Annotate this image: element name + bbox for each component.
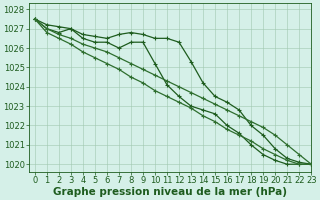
X-axis label: Graphe pression niveau de la mer (hPa): Graphe pression niveau de la mer (hPa) [53,187,287,197]
